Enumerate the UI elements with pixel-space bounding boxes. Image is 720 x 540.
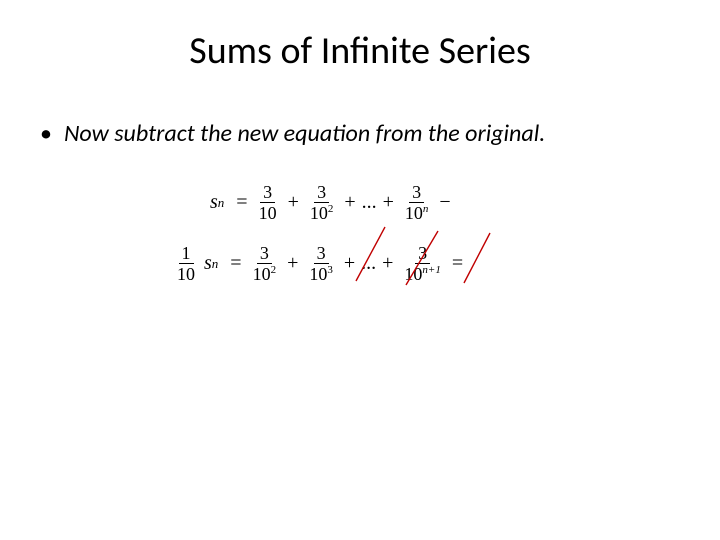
eq1-sub: n bbox=[218, 195, 225, 211]
plus: + bbox=[383, 191, 394, 214]
eq2-t1-num: 3 bbox=[257, 244, 272, 264]
eq1-t2-den-base: 10 bbox=[310, 203, 328, 223]
eq1-t3-den-exp: n bbox=[423, 203, 429, 215]
eq2-t1-den-exp: 2 bbox=[271, 264, 277, 276]
eq1-term3: 3 10n bbox=[402, 183, 432, 222]
eq2-t2-den: 103 bbox=[306, 264, 336, 283]
eq2-coef: 1 10 bbox=[174, 244, 198, 283]
eq1-term2: 3 102 bbox=[307, 183, 337, 222]
eq2-t2-den-base: 10 bbox=[309, 264, 327, 284]
eq1-t3-num: 3 bbox=[409, 183, 424, 203]
eq2-t3-num: 3 bbox=[415, 244, 430, 264]
eq1-t3-den: 10n bbox=[402, 203, 432, 222]
eq1-var: s bbox=[210, 191, 218, 214]
eq1-trail: − bbox=[439, 191, 450, 214]
equals: = bbox=[236, 191, 247, 214]
bullet-line: • Now subtract the new equation from the … bbox=[40, 119, 680, 148]
plus: + bbox=[287, 252, 298, 275]
eq1-lhs: sn bbox=[210, 191, 224, 214]
eq1-t2-num: 3 bbox=[314, 183, 329, 203]
plus: + bbox=[344, 252, 355, 275]
slide-container: Sums of Infinite Series • Now subtract th… bbox=[0, 0, 720, 540]
eq2-t1-den: 102 bbox=[250, 264, 280, 283]
eq1-t3-den-base: 10 bbox=[405, 203, 423, 223]
eq2-lhs: sn bbox=[204, 252, 218, 275]
eq2-term1: 3 102 bbox=[250, 244, 280, 283]
eq1-t1-den: 10 bbox=[256, 203, 280, 222]
equation-row-1: sn = 3 10 + 3 102 + ... + 3 10n − bbox=[210, 183, 680, 222]
equation-row-2: 1 10 sn = 3 102 + 3 103 + ... + 3 10n+1 bbox=[172, 244, 680, 283]
eq2-term2: 3 103 bbox=[306, 244, 336, 283]
eq2-coef-num: 1 bbox=[179, 244, 194, 264]
eq2-trail: = bbox=[452, 252, 463, 275]
eq2-var: s bbox=[204, 252, 212, 275]
eq2-t3-den-base: 10 bbox=[404, 264, 422, 284]
eq2-t1-den-base: 10 bbox=[253, 264, 271, 284]
eq2-t3-den: 10n+1 bbox=[401, 264, 443, 283]
eq1-t1-num: 3 bbox=[260, 183, 275, 203]
bullet-text: Now subtract the new equation from the o… bbox=[64, 119, 545, 148]
eq1-term1: 3 10 bbox=[256, 183, 280, 222]
plus: + bbox=[344, 191, 355, 214]
eq2-dots: ... bbox=[361, 252, 376, 275]
eq1-t2-den: 102 bbox=[307, 203, 337, 222]
eq1-t2-den-exp: 2 bbox=[328, 203, 334, 215]
eq1-dots: ... bbox=[362, 191, 377, 214]
eq2-t2-num: 3 bbox=[314, 244, 329, 264]
bullet-marker: • bbox=[40, 119, 52, 148]
eq2-t2-den-exp: 3 bbox=[327, 264, 333, 276]
equals: = bbox=[230, 252, 241, 275]
eq2-term3: 3 10n+1 bbox=[401, 244, 443, 283]
plus: + bbox=[288, 191, 299, 214]
plus: + bbox=[382, 252, 393, 275]
slide-title: Sums of Infinite Series bbox=[40, 28, 680, 74]
eq2-sub: n bbox=[212, 256, 219, 272]
eq2-coef-den: 10 bbox=[174, 264, 198, 283]
eq2-t3-den-exp: n+1 bbox=[422, 264, 440, 276]
equation-area: sn = 3 10 + 3 102 + ... + 3 10n − 1 bbox=[210, 183, 680, 283]
